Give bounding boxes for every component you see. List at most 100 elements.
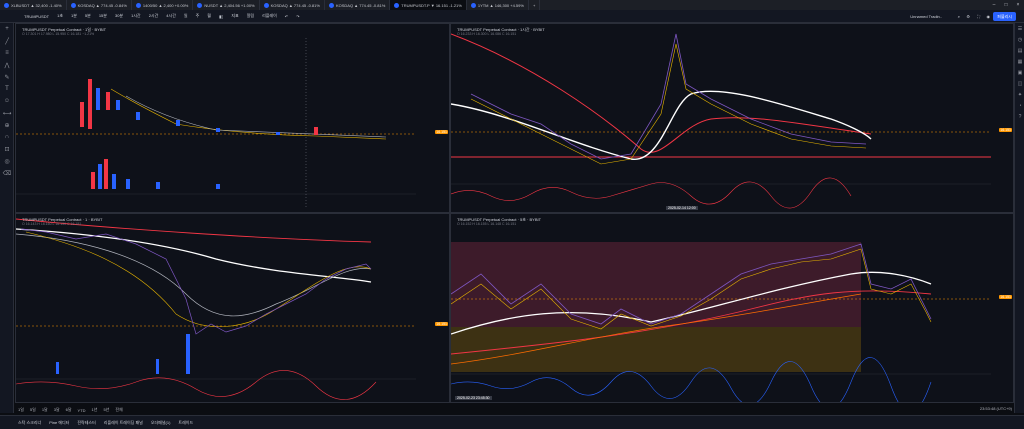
browser-tab[interactable]: KOSDAQ ▲ 774.45 -0.81% [260, 0, 325, 10]
calendar-icon[interactable]: ▣ [1017, 69, 1023, 76]
timeframe-2h[interactable]: 2시간 [148, 13, 159, 18]
gear-icon[interactable]: ⚙ [966, 13, 970, 19]
chart-pane-1h[interactable]: TRUMPUSDT Perpetual Contract · 1시간 · BYB… [450, 23, 1014, 213]
tab-favicon-icon [394, 2, 400, 8]
browser-tab-active[interactable]: TRUMPUSDT.P ▼ 16.151 -1.21% [390, 0, 467, 10]
minimize-icon[interactable]: – [992, 2, 996, 8]
text-icon[interactable]: T [5, 86, 9, 92]
pattern-icon[interactable]: ⋀ [4, 62, 10, 69]
chat-icon[interactable]: ◫ [1017, 80, 1023, 87]
pane-ohlc: O 16.143 H 16.160 L 16.130 C 16.151 [22, 222, 82, 226]
range-3mo[interactable]: 3달 [53, 407, 60, 412]
tab-favicon-icon [328, 2, 334, 8]
indicators-button[interactable]: 지표 [231, 13, 239, 18]
range-1mo[interactable]: 1달 [41, 407, 48, 412]
data-window-icon[interactable]: ▤ [1017, 47, 1023, 54]
chart-canvas[interactable] [451, 24, 1014, 213]
trend-line-icon[interactable]: ╱ [5, 38, 9, 45]
browser-tab[interactable]: KOSDAQ ▲ 774.45 -0.84% [67, 0, 132, 10]
clock-status[interactable]: 23:53:48 (UTC+9) [979, 406, 1012, 411]
chart-type-candles-icon[interactable]: ▮▯ [218, 13, 224, 19]
timeframe-15m[interactable]: 15분 [98, 13, 107, 18]
camera-icon[interactable]: ◉ [986, 13, 991, 19]
replay-button[interactable]: 리플레이 [262, 13, 277, 18]
eye-icon[interactable]: ◎ [4, 158, 10, 165]
publish-button[interactable]: 퍼블리시 [993, 12, 1016, 21]
layout-name-button[interactable]: Unnamed Tradin.. [910, 13, 942, 19]
browser-tab-strip: XLBUSDT ▲ 32,400 -1.40% KOSDAQ ▲ 774.45 … [0, 0, 1024, 10]
alert-clock-icon[interactable]: ◷ [1017, 36, 1023, 43]
tab-favicon-icon [135, 2, 141, 8]
range-5d[interactable]: 5일 [29, 407, 36, 412]
timeframe-1mo[interactable]: 월 [207, 13, 211, 18]
crosshair-date-tag: 2025-02-23 23:45:30 [455, 396, 492, 400]
drawing-toolbar: + ╱ ≡ ⋀ ✎ T ☺ ⟷ ⊕ ∩ ⊡ ◎ ⌫ [0, 23, 14, 413]
ideas-icon[interactable]: ✦ [1017, 91, 1023, 98]
chart-pane-5s[interactable]: TRUMPUSDT Perpetual Contract · 5초 · BYBI… [450, 213, 1014, 403]
tab-favicon-icon [263, 2, 269, 8]
redo-icon[interactable]: ↷ [296, 13, 300, 19]
timeframe-1s[interactable]: 1초 [57, 13, 64, 18]
right-widget-bar: ☰ ◷ ▤ ▦ ▣ ◫ ✦ ◔ ? [1014, 23, 1024, 413]
tab-strategy-tester[interactable]: 전략테스터 [77, 419, 96, 425]
chart-canvas[interactable] [16, 214, 450, 403]
alert-button[interactable]: 알림 [246, 13, 255, 18]
zoom-in-icon[interactable]: ⊕ [4, 122, 10, 129]
crosshair-icon[interactable]: + [5, 26, 9, 32]
timeframe-1d[interactable]: 일 [183, 13, 188, 18]
tab-order-panel[interactable]: 오더패널(1) [150, 419, 171, 425]
timeframe-4h[interactable]: 4시간 [166, 13, 176, 18]
tab-replay-panel[interactable]: 리플레이 트레이딩 패널 [103, 419, 143, 425]
symbol-search-button[interactable]: TRUMPUSDT [24, 13, 50, 19]
tab-screener[interactable]: 스탁 스크리너 [18, 419, 42, 425]
range-1y[interactable]: 1년 [91, 407, 98, 412]
chart-canvas[interactable] [451, 214, 1014, 403]
price-tag: 16.151 [999, 128, 1012, 132]
range-1d[interactable]: 1일 [18, 407, 24, 412]
fullscreen-icon[interactable]: ⛶ [977, 13, 980, 19]
browser-tab[interactable]: 1YTM ▲ 146,300 +4.59% [467, 0, 529, 10]
lock-icon[interactable]: ⊡ [4, 146, 10, 153]
window-controls: – □ × [988, 0, 1024, 10]
close-icon[interactable]: × [1016, 2, 1020, 8]
browser-tab[interactable]: NUSDT ▲ 2,404.56 +1.00% [193, 0, 260, 10]
timeframe-1m[interactable]: 1분 [71, 13, 77, 18]
browser-tab[interactable]: XLBUSDT ▲ 32,400 -1.40% [0, 0, 67, 10]
range-5y[interactable]: 5년 [103, 407, 110, 412]
notifications-icon[interactable]: ◔ [1018, 102, 1022, 109]
pane-ohlc: O 17.301 H 17.980 L 15.950 C 16.181 −1.2… [22, 32, 95, 36]
tab-trade[interactable]: 트레이드 [178, 419, 194, 425]
pane-ohlc: O 16.152 H 16.155 L 16.148 C 16.151 [457, 222, 517, 226]
range-6mo[interactable]: 6달 [65, 407, 72, 412]
range-ytd[interactable]: YTD [77, 407, 86, 413]
measure-icon[interactable]: ⟷ [2, 110, 12, 117]
timeframe-30m[interactable]: 30분 [114, 13, 124, 18]
help-icon[interactable]: ? [1018, 113, 1022, 120]
browser-tab[interactable]: KOSDAQ ▲ 774.45 -0.81% [325, 0, 391, 10]
news-icon[interactable]: ▦ [1017, 58, 1023, 65]
range-bar: 1일 5일 1달 3달 6달 YTD 1년 5년 전체 [14, 405, 1014, 415]
timeframe-5m[interactable]: 5분 [84, 13, 91, 18]
maximize-icon[interactable]: □ [1004, 2, 1008, 8]
chart-pane-1d[interactable]: TRUMPUSDT Perpetual Contract · 1일 · BYBI… [15, 23, 450, 213]
trash-icon[interactable]: ⌫ [2, 170, 12, 177]
new-tab-button[interactable]: + [529, 0, 541, 10]
search-icon[interactable]: ⌕ [957, 13, 960, 19]
chart-pane-1m[interactable]: TRUMPUSDT Perpetual Contract · 1 · BYBIT… [15, 213, 450, 403]
watchlist-icon[interactable]: ☰ [1017, 25, 1023, 32]
tab-favicon-icon [4, 2, 9, 8]
chart-canvas[interactable] [16, 24, 450, 213]
undo-icon[interactable]: ↶ [284, 13, 289, 19]
crosshair-date-tag: 2025-02-14 12:00 [666, 206, 698, 210]
fib-icon[interactable]: ≡ [5, 50, 9, 56]
magnet-icon[interactable]: ∩ [4, 134, 10, 140]
brush-icon[interactable]: ✎ [4, 74, 10, 81]
tab-favicon-icon [197, 2, 203, 8]
timeframe-1w[interactable]: 주 [195, 13, 200, 18]
timeframe-1h[interactable]: 1시간 [131, 13, 141, 18]
price-tag: 16.151 [435, 130, 448, 134]
tab-pine-editor[interactable]: Pine 에디터 [49, 419, 70, 425]
smile-icon[interactable]: ☺ [3, 98, 11, 104]
browser-tab[interactable]: 1400/50 ▲ 2,400 +0.00% [132, 0, 194, 10]
range-all[interactable]: 전체 [115, 407, 123, 412]
